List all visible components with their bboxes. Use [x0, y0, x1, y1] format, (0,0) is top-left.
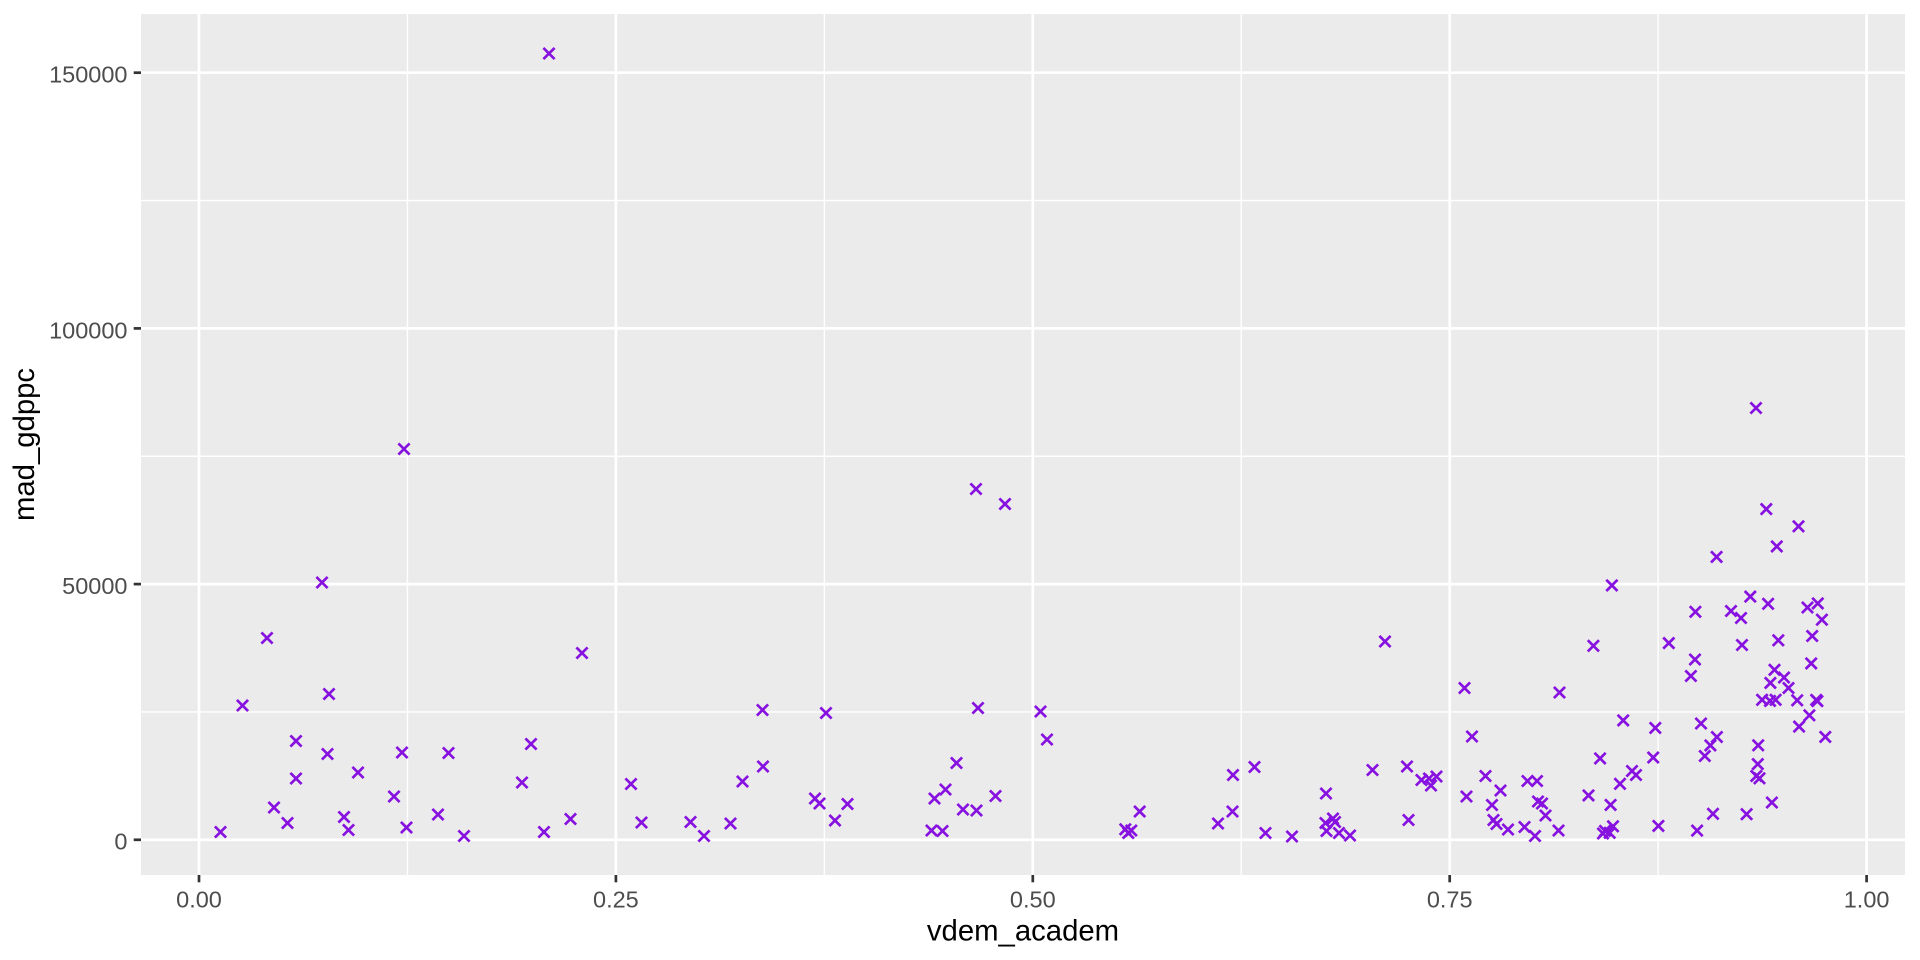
svg-text:0.00: 0.00 — [176, 887, 222, 913]
svg-text:mad_gdppc: mad_gdppc — [8, 368, 41, 521]
svg-text:0.75: 0.75 — [1427, 887, 1473, 913]
svg-text:0.25: 0.25 — [593, 887, 639, 913]
svg-text:0.50: 0.50 — [1010, 887, 1056, 913]
svg-text:1.00: 1.00 — [1844, 887, 1890, 913]
svg-text:vdem_academ: vdem_academ — [927, 915, 1119, 948]
svg-text:150000: 150000 — [49, 62, 127, 88]
svg-text:100000: 100000 — [49, 317, 127, 343]
svg-text:0: 0 — [114, 829, 127, 855]
svg-text:50000: 50000 — [62, 573, 127, 599]
